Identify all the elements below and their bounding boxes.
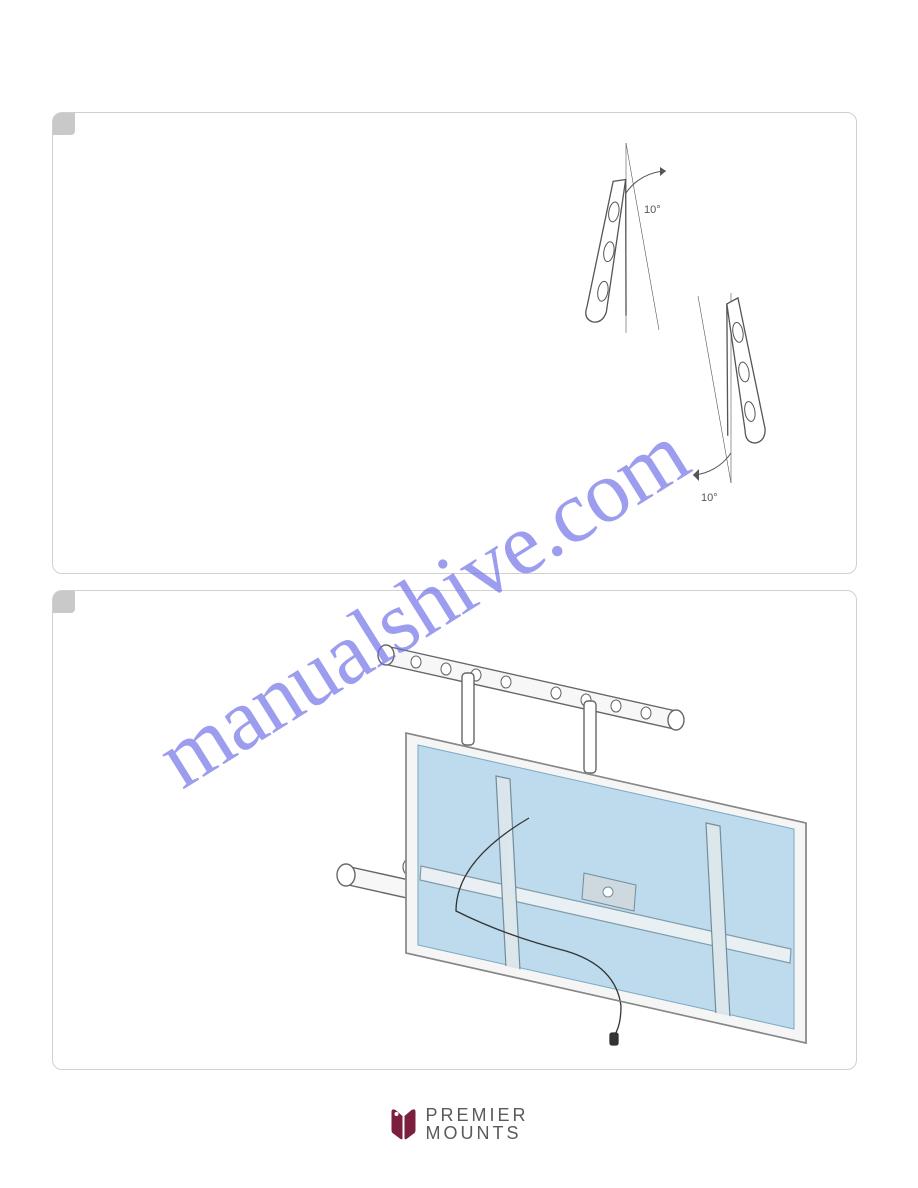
iso-mount-diagram <box>206 611 846 1061</box>
logo-text: PREMIER MOUNTS <box>425 1106 528 1142</box>
logo-line1: PREMIER <box>425 1106 528 1124</box>
logo-mark-icon <box>389 1108 417 1140</box>
angle-label-up: 10° <box>644 204 661 216</box>
footer-logo: PREMIER MOUNTS <box>389 1106 528 1142</box>
wall-rail <box>378 645 684 730</box>
logo-line2: MOUNTS <box>425 1124 528 1142</box>
angle-label-down: 10° <box>701 492 718 504</box>
panel-tilt-adjust: 10° 10° <box>52 112 857 574</box>
step-marker <box>53 113 75 135</box>
panel-cable-routing <box>52 590 857 1070</box>
step-marker <box>53 591 75 613</box>
tilt-diagram: 10° 10° <box>506 123 826 563</box>
